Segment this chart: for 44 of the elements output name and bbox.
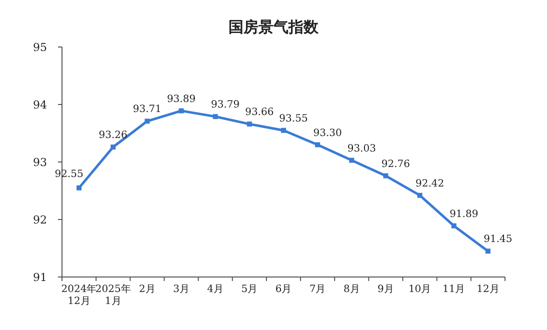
data-label: 93.79 <box>211 100 240 111</box>
point <box>383 173 388 178</box>
data-label: 93.30 <box>313 128 342 139</box>
point <box>76 185 82 190</box>
x-tick-label: 8月 <box>343 284 360 295</box>
data-label: 93.26 <box>98 130 128 142</box>
point <box>451 223 456 228</box>
data-label: 92.42 <box>415 178 444 190</box>
data-label: 93.89 <box>166 94 196 105</box>
point <box>246 122 252 127</box>
y-tick-label: 91 <box>33 271 47 284</box>
data-label: 93.71 <box>132 104 162 116</box>
point <box>110 144 116 150</box>
point <box>485 248 490 254</box>
data-label: 91.45 <box>484 234 512 246</box>
x-tick-label: 5月 <box>241 284 258 295</box>
x-tick-label: 4月 <box>207 284 224 295</box>
x-tick-label: 6月 <box>275 284 292 295</box>
y-tick-label: 93 <box>33 156 47 169</box>
point <box>417 192 422 198</box>
point <box>281 128 286 133</box>
x-tick-label: 2025年 1月 <box>95 283 131 307</box>
x-tick-label: 2月 <box>139 284 156 295</box>
point <box>178 108 184 114</box>
data-label: 91.89 <box>450 208 478 220</box>
data-label: 92.76 <box>381 158 410 170</box>
point <box>315 142 320 148</box>
y-tick-label: 95 <box>33 41 47 54</box>
chart-title: 国房景气指数 <box>228 18 320 36</box>
x-tick-label: 3月 <box>173 284 190 295</box>
point <box>144 118 150 124</box>
x-tick-label: 2024年 12月 <box>61 283 97 307</box>
x-tick-label: 9月 <box>378 284 394 295</box>
x-tick-label: 11月 <box>442 284 466 295</box>
data-label: 93.03 <box>347 143 376 154</box>
x-tick-label: 7月 <box>309 284 326 295</box>
y-tick-label: 92 <box>33 214 47 226</box>
data-label: 93.66 <box>245 107 274 118</box>
point <box>212 114 218 120</box>
x-tick-label: 10月 <box>408 284 432 295</box>
y-tick-label: 94 <box>33 98 47 112</box>
x-tick-label: 12月 <box>476 284 500 295</box>
point <box>349 158 354 163</box>
data-label: 93.55 <box>279 113 308 124</box>
